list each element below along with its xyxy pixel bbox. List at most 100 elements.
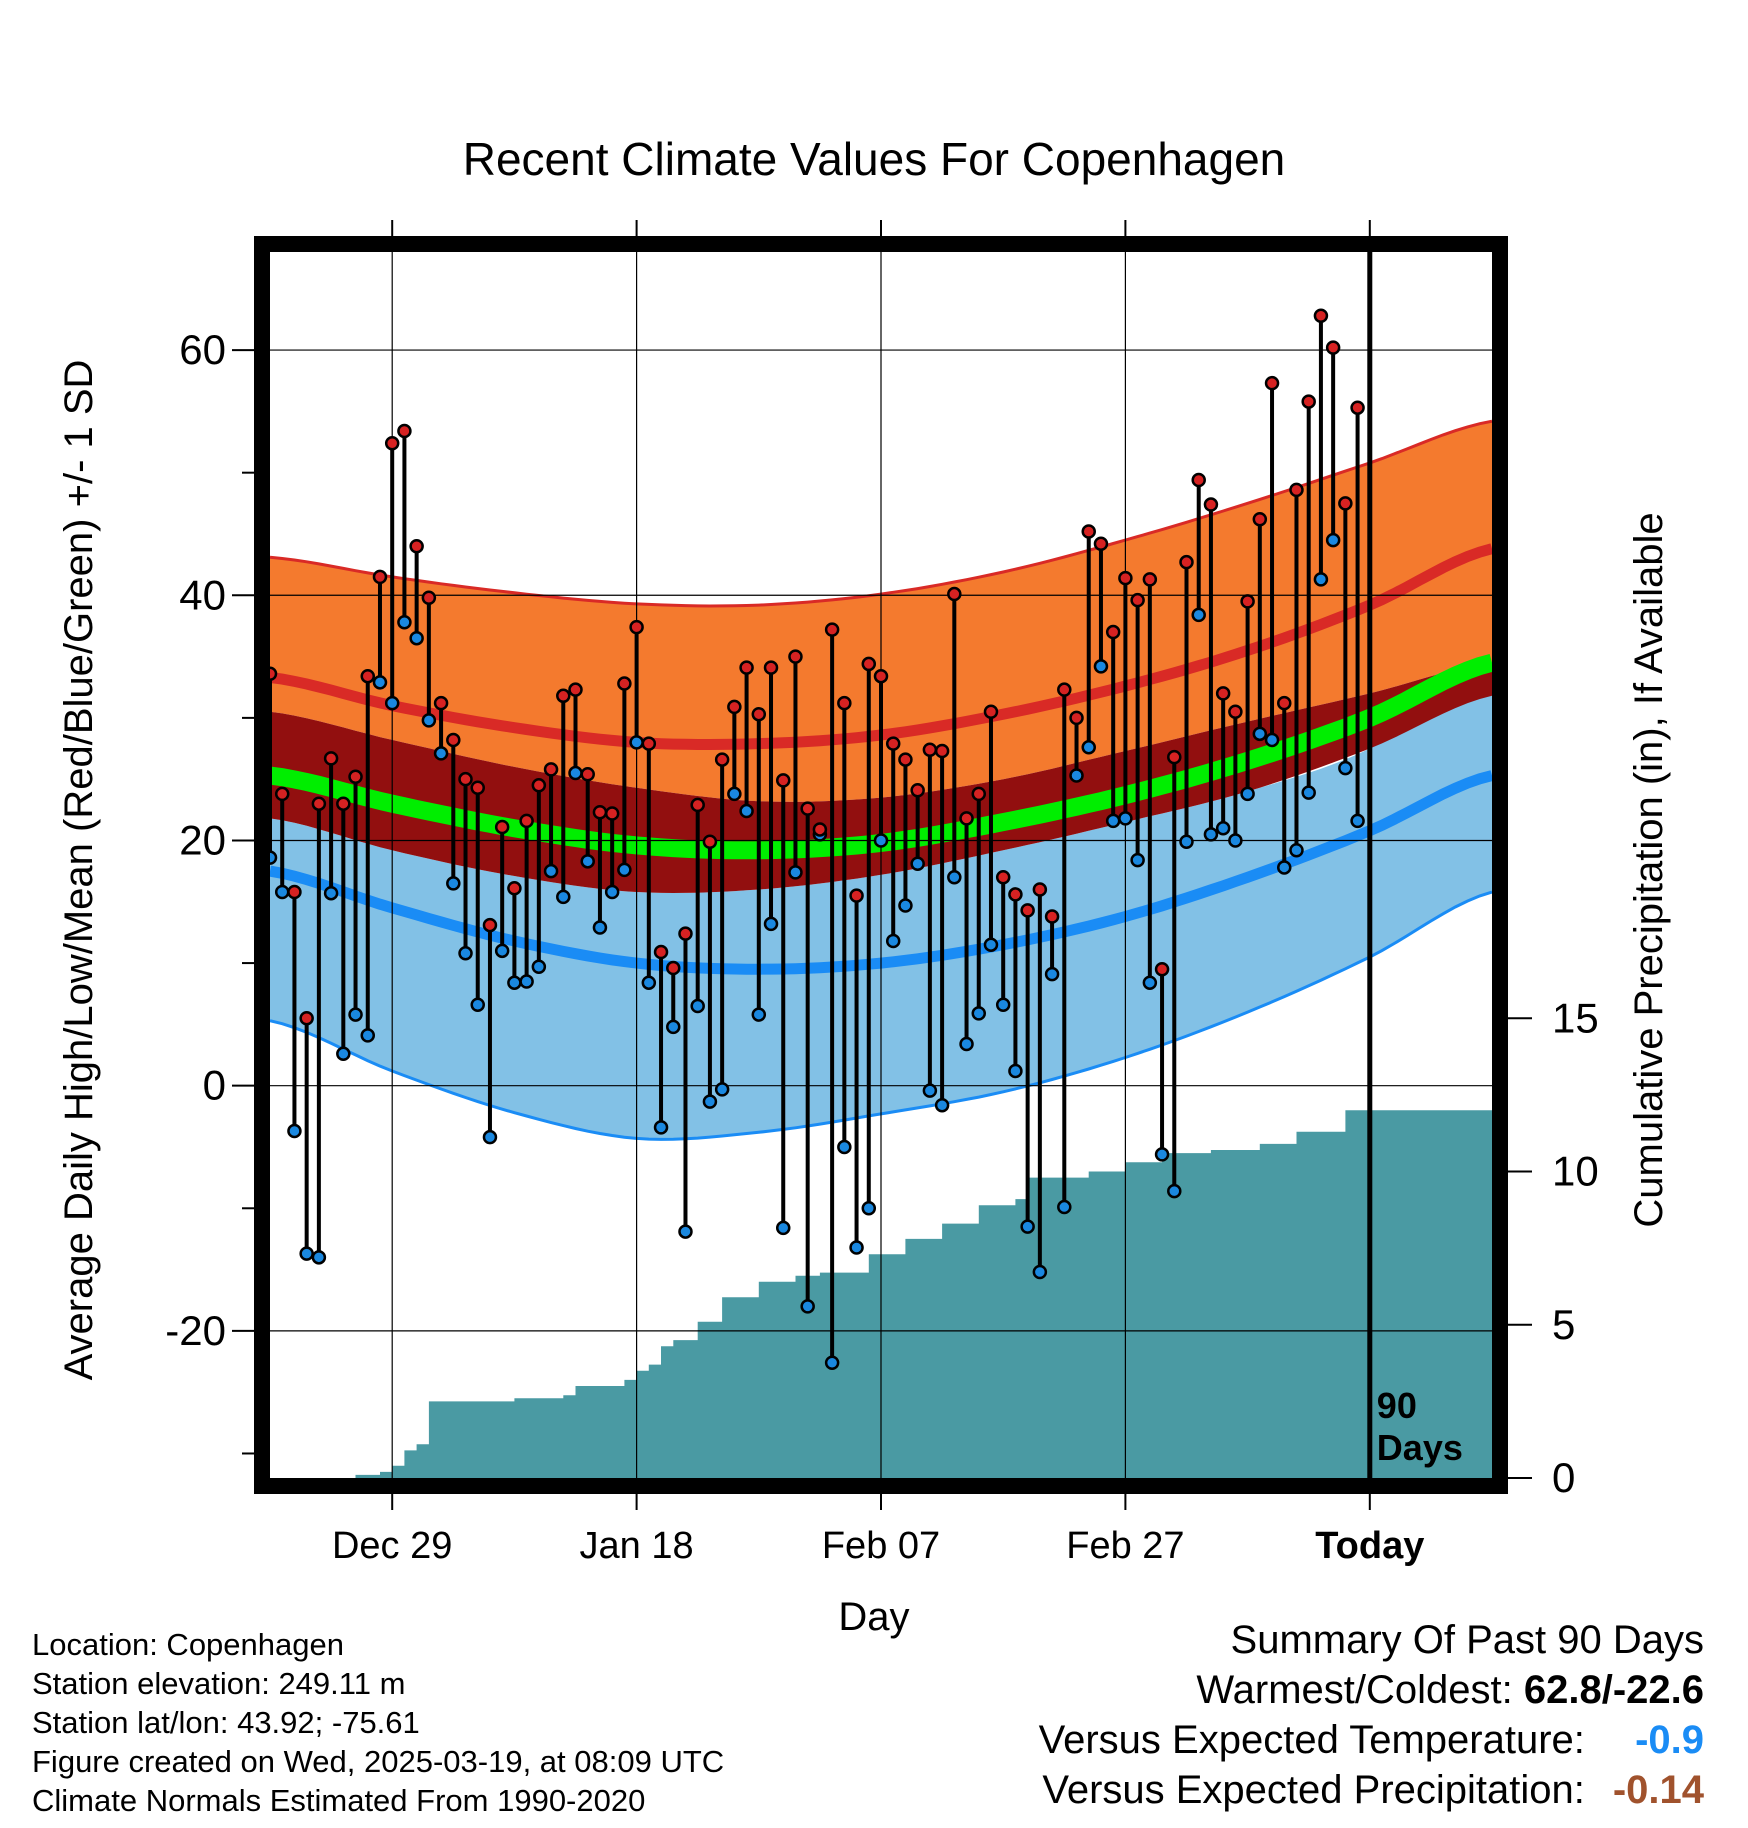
low-point bbox=[971, 1006, 987, 1021]
high-point bbox=[934, 743, 950, 759]
x-tick-label: Dec 29 bbox=[332, 1525, 452, 1567]
high-point bbox=[1105, 624, 1121, 640]
plot-clip-group: 90 Days bbox=[270, 252, 1492, 1478]
low-point bbox=[1142, 975, 1158, 990]
low-point bbox=[1057, 1199, 1072, 1215]
high-point bbox=[1142, 572, 1158, 587]
high-point bbox=[384, 436, 400, 451]
y-tick-label: 20 bbox=[179, 816, 226, 863]
high-point bbox=[1093, 536, 1109, 552]
normals-text: Climate Normals Estimated From 1990-2020 bbox=[32, 1783, 646, 1818]
low-point bbox=[739, 803, 754, 819]
high-point bbox=[653, 944, 669, 960]
y2-tick-label: 5 bbox=[1552, 1301, 1575, 1348]
low-point bbox=[800, 1299, 815, 1314]
low-point bbox=[543, 863, 559, 879]
low-point bbox=[397, 615, 412, 630]
high-point bbox=[763, 660, 779, 675]
high-point bbox=[690, 797, 705, 813]
high-point bbox=[824, 622, 840, 637]
low-point bbox=[287, 1123, 302, 1139]
low-point bbox=[702, 1094, 718, 1109]
high-point bbox=[727, 699, 742, 715]
high-point bbox=[397, 423, 412, 439]
low-point bbox=[433, 746, 449, 761]
high-point bbox=[360, 668, 376, 684]
high-point bbox=[751, 706, 767, 722]
summary-panel: Summary Of Past 90 Days Warmest/Coldest:… bbox=[1039, 1615, 1704, 1815]
high-point bbox=[287, 884, 302, 900]
low-point bbox=[531, 959, 547, 975]
low-point bbox=[788, 865, 803, 880]
y2-axis-label: Cumulative Precipitation (in), If Availa… bbox=[1627, 512, 1671, 1227]
high-point bbox=[1154, 961, 1170, 977]
high-point bbox=[995, 870, 1011, 885]
low-point bbox=[1350, 813, 1365, 829]
high-point bbox=[270, 666, 278, 681]
high-point bbox=[494, 819, 510, 835]
low-point bbox=[274, 884, 290, 900]
low-point bbox=[1264, 732, 1280, 748]
high-point bbox=[666, 960, 681, 976]
y-tick-label: 60 bbox=[179, 326, 226, 373]
low-point bbox=[1105, 813, 1121, 829]
y-tick-label: -20 bbox=[165, 1307, 226, 1354]
warmest-coldest-value: 62.8/-22.6 bbox=[1523, 1668, 1704, 1712]
high-point bbox=[274, 786, 290, 802]
high-point bbox=[812, 822, 828, 837]
high-point bbox=[1350, 400, 1365, 415]
low-point bbox=[1228, 833, 1243, 848]
high-point bbox=[1203, 497, 1219, 512]
low-point bbox=[360, 1028, 376, 1043]
plot-area: 90 Days bbox=[270, 252, 1492, 1478]
high-point bbox=[580, 767, 595, 782]
high-point bbox=[409, 538, 424, 554]
low-point bbox=[1154, 1147, 1170, 1162]
low-point bbox=[348, 1007, 363, 1022]
low-point bbox=[482, 1129, 498, 1145]
plot-frame bbox=[254, 236, 1508, 1494]
high-point bbox=[1167, 749, 1182, 765]
high-point bbox=[837, 695, 852, 711]
low-point bbox=[1069, 768, 1084, 783]
y2-tick-label: 10 bbox=[1552, 1148, 1599, 1195]
high-point bbox=[947, 586, 962, 602]
high-point bbox=[1020, 903, 1035, 918]
low-point bbox=[727, 786, 742, 802]
low-point bbox=[947, 870, 962, 885]
x-tick-label: Jan 18 bbox=[580, 1525, 694, 1567]
low-point bbox=[1130, 852, 1145, 868]
latlon-text: Station lat/lon: 43.92; -75.61 bbox=[32, 1705, 420, 1740]
low-point bbox=[1032, 1264, 1048, 1280]
low-point bbox=[1338, 760, 1353, 776]
x-tick-label: Feb 07 bbox=[822, 1525, 940, 1567]
high-point bbox=[1179, 554, 1194, 570]
high-point bbox=[531, 778, 547, 793]
low-point bbox=[1191, 607, 1206, 623]
low-point bbox=[421, 713, 437, 728]
low-point bbox=[1008, 1063, 1023, 1079]
high-point bbox=[1081, 524, 1096, 539]
high-point bbox=[775, 773, 791, 788]
low-point bbox=[714, 1082, 730, 1097]
temp-row: Versus Expected Temperature: -0.9 bbox=[1039, 1715, 1704, 1765]
high-point bbox=[470, 780, 485, 796]
low-point bbox=[1118, 811, 1133, 826]
low-point bbox=[1044, 966, 1060, 982]
high-point bbox=[1118, 570, 1133, 586]
axes: Dec 29 Jan 18 Feb 07 Feb 27 Today -20 0 20 40 60 0… bbox=[165, 220, 1599, 1567]
high-point bbox=[861, 656, 877, 672]
high-point bbox=[1289, 482, 1304, 498]
low-point bbox=[372, 675, 388, 690]
y-tick-label: 40 bbox=[179, 571, 226, 618]
high-point bbox=[1057, 682, 1072, 697]
low-point bbox=[507, 975, 522, 990]
high-point bbox=[910, 782, 925, 798]
low-point bbox=[922, 1083, 938, 1098]
high-point bbox=[739, 660, 754, 675]
low-point bbox=[470, 997, 485, 1013]
high-point bbox=[421, 590, 437, 605]
low-point bbox=[751, 1007, 767, 1022]
low-point bbox=[270, 850, 278, 865]
